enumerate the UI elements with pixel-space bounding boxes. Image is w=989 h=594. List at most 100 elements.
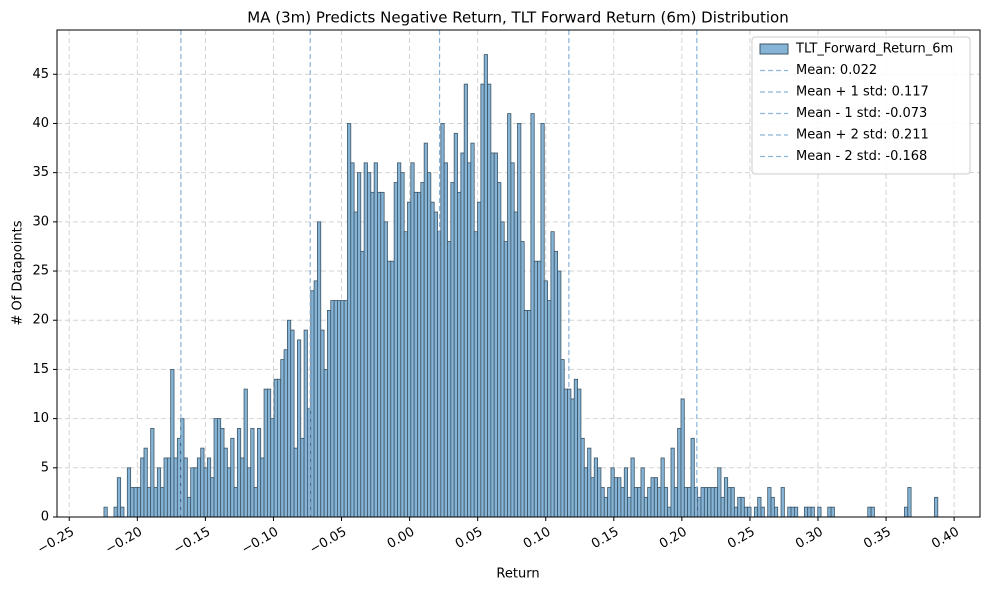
bar bbox=[577, 388, 582, 518]
bar bbox=[557, 270, 562, 518]
bar bbox=[216, 418, 222, 518]
bar bbox=[503, 241, 508, 518]
bar bbox=[417, 191, 422, 518]
bar bbox=[660, 457, 665, 518]
bar bbox=[560, 359, 565, 518]
bar bbox=[477, 201, 482, 518]
bar bbox=[703, 487, 709, 518]
bar bbox=[483, 54, 488, 518]
bar bbox=[677, 428, 682, 518]
bar bbox=[136, 487, 142, 518]
bar bbox=[723, 477, 729, 518]
bar bbox=[687, 487, 692, 518]
bar bbox=[653, 477, 659, 518]
bar bbox=[610, 467, 615, 518]
bar bbox=[206, 457, 212, 518]
bar bbox=[527, 309, 532, 518]
bar bbox=[186, 496, 192, 518]
bar bbox=[443, 162, 448, 518]
bar bbox=[633, 487, 639, 518]
bar bbox=[196, 457, 202, 518]
bar bbox=[153, 487, 158, 518]
bar bbox=[450, 182, 455, 518]
bar bbox=[130, 487, 135, 518]
bar bbox=[407, 201, 412, 518]
bar bbox=[126, 467, 132, 518]
y-tick-label: 5 bbox=[41, 460, 49, 475]
bar bbox=[203, 467, 208, 518]
bar bbox=[867, 506, 872, 518]
legend-label: Mean - 2 std: -0.168 bbox=[796, 149, 927, 164]
bar bbox=[333, 300, 338, 518]
bar bbox=[213, 418, 218, 518]
bar bbox=[403, 231, 408, 518]
bar bbox=[907, 487, 912, 518]
bar bbox=[410, 162, 415, 518]
bar bbox=[120, 506, 125, 518]
bar bbox=[193, 467, 198, 518]
y-tick-label: 0 bbox=[41, 510, 49, 525]
bar bbox=[830, 506, 835, 518]
bar bbox=[623, 467, 629, 518]
plot-frame bbox=[56, 29, 981, 518]
bar bbox=[273, 378, 278, 518]
bar bbox=[690, 437, 695, 518]
bar bbox=[487, 83, 492, 518]
bar bbox=[387, 260, 392, 518]
x-tick-label: −0.25 bbox=[35, 525, 77, 558]
bar bbox=[103, 506, 108, 518]
bar bbox=[243, 388, 248, 518]
y-tick-label: 10 bbox=[32, 411, 49, 426]
bar bbox=[580, 437, 585, 518]
bar bbox=[373, 162, 378, 518]
x-tick-label: −0.20 bbox=[103, 525, 145, 558]
bar bbox=[563, 388, 568, 518]
bar bbox=[710, 487, 715, 518]
bar bbox=[597, 467, 602, 518]
bar bbox=[423, 142, 428, 518]
bar bbox=[303, 329, 308, 518]
bar bbox=[310, 290, 315, 518]
bar bbox=[617, 477, 622, 518]
x-tick-label: −0.10 bbox=[239, 525, 281, 558]
bar bbox=[600, 487, 605, 518]
bar bbox=[780, 487, 785, 518]
bar bbox=[550, 231, 555, 518]
bar bbox=[176, 437, 182, 518]
x-tick-label: −0.15 bbox=[171, 525, 213, 558]
bar bbox=[140, 457, 145, 518]
bar bbox=[773, 506, 779, 518]
y-tick-label: 15 bbox=[32, 362, 49, 377]
bar bbox=[260, 457, 265, 518]
bar bbox=[393, 182, 398, 518]
bar bbox=[263, 388, 268, 518]
bar bbox=[413, 191, 418, 518]
x-tick-label: 0.10 bbox=[521, 525, 554, 552]
bar bbox=[727, 487, 732, 518]
bar bbox=[337, 300, 342, 518]
bar bbox=[787, 506, 792, 518]
bar bbox=[613, 477, 619, 518]
bar bbox=[480, 83, 485, 518]
bar bbox=[220, 428, 225, 518]
bar bbox=[383, 221, 388, 518]
bar bbox=[540, 123, 545, 518]
bar bbox=[543, 280, 548, 518]
bar bbox=[870, 506, 875, 518]
bar bbox=[493, 152, 498, 518]
bar bbox=[730, 487, 735, 518]
bar bbox=[190, 467, 195, 518]
bar bbox=[320, 329, 325, 518]
bar bbox=[287, 319, 292, 518]
bar bbox=[156, 467, 162, 518]
bar bbox=[537, 260, 542, 518]
bar bbox=[113, 506, 118, 518]
bar bbox=[827, 506, 832, 518]
legend: TLT_Forward_Return_6m Mean: 0.022 Mean + 1… bbox=[751, 36, 971, 175]
x-tick-label: 0.35 bbox=[861, 525, 894, 552]
bar bbox=[700, 487, 705, 518]
bar bbox=[473, 231, 478, 518]
bar bbox=[510, 162, 515, 518]
bar bbox=[253, 487, 258, 518]
